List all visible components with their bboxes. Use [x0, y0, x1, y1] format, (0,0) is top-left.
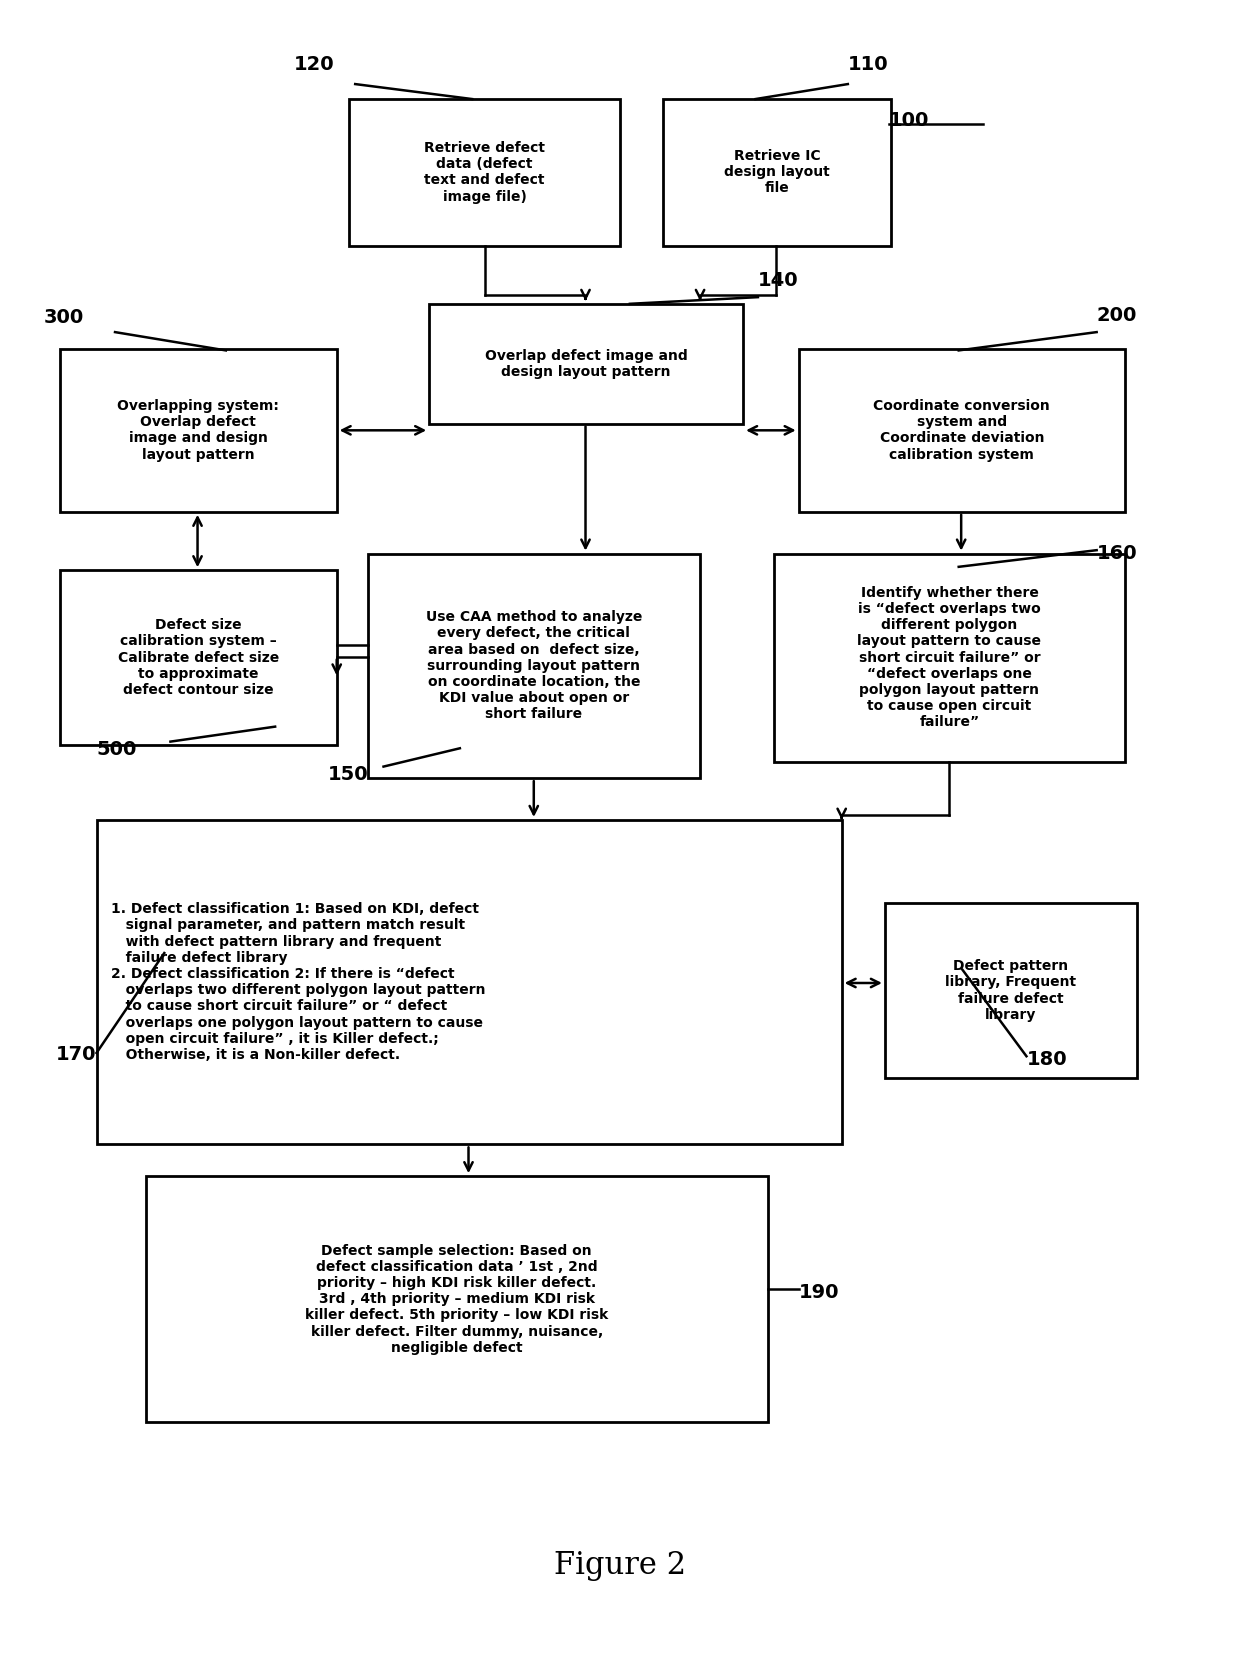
- FancyBboxPatch shape: [60, 570, 337, 744]
- Text: Defect pattern
library, Frequent
failure defect
library: Defect pattern library, Frequent failure…: [945, 959, 1076, 1022]
- Text: Defect sample selection: Based on
defect classification data ’ 1st , 2nd
priorit: Defect sample selection: Based on defect…: [305, 1243, 609, 1355]
- FancyBboxPatch shape: [885, 903, 1137, 1077]
- Text: 100: 100: [889, 110, 929, 130]
- FancyBboxPatch shape: [60, 348, 337, 512]
- Text: 120: 120: [294, 55, 335, 74]
- Text: 170: 170: [56, 1044, 97, 1064]
- Text: Retrieve defect
data (defect
text and defect
image file): Retrieve defect data (defect text and de…: [424, 141, 546, 204]
- Text: 500: 500: [97, 739, 136, 760]
- Text: Defect size
calibration system –
Calibrate defect size
to approximate
defect con: Defect size calibration system – Calibra…: [118, 617, 279, 698]
- FancyBboxPatch shape: [146, 1176, 768, 1422]
- Text: Retrieve IC
design layout
file: Retrieve IC design layout file: [724, 149, 830, 196]
- FancyBboxPatch shape: [367, 554, 701, 778]
- Text: Figure 2: Figure 2: [554, 1551, 686, 1581]
- Text: Overlap defect image and
design layout pattern: Overlap defect image and design layout p…: [485, 348, 687, 378]
- Text: 200: 200: [1096, 306, 1137, 326]
- Text: 110: 110: [848, 55, 889, 74]
- Text: 160: 160: [1096, 544, 1137, 562]
- Text: Use CAA method to analyze
every defect, the critical
area based on  defect size,: Use CAA method to analyze every defect, …: [425, 611, 642, 721]
- FancyBboxPatch shape: [663, 99, 892, 246]
- Text: 190: 190: [799, 1283, 839, 1302]
- FancyBboxPatch shape: [97, 820, 842, 1144]
- Text: 300: 300: [43, 308, 84, 328]
- Text: 180: 180: [1027, 1049, 1068, 1069]
- Text: 150: 150: [329, 765, 368, 785]
- FancyBboxPatch shape: [774, 554, 1125, 761]
- FancyBboxPatch shape: [348, 99, 620, 246]
- FancyBboxPatch shape: [429, 304, 743, 423]
- Text: 140: 140: [758, 271, 799, 291]
- Text: Coordinate conversion
system and
Coordinate deviation
calibration system: Coordinate conversion system and Coordin…: [873, 400, 1050, 462]
- Text: Identify whether there
is “defect overlaps two
different polygon
layout pattern : Identify whether there is “defect overla…: [858, 586, 1042, 729]
- Text: Overlapping system:
Overlap defect
image and design
layout pattern: Overlapping system: Overlap defect image…: [118, 400, 279, 462]
- Text: 1. Defect classification 1: Based on KDI, defect
   signal parameter, and patter: 1. Defect classification 1: Based on KDI…: [112, 902, 486, 1062]
- FancyBboxPatch shape: [799, 348, 1125, 512]
